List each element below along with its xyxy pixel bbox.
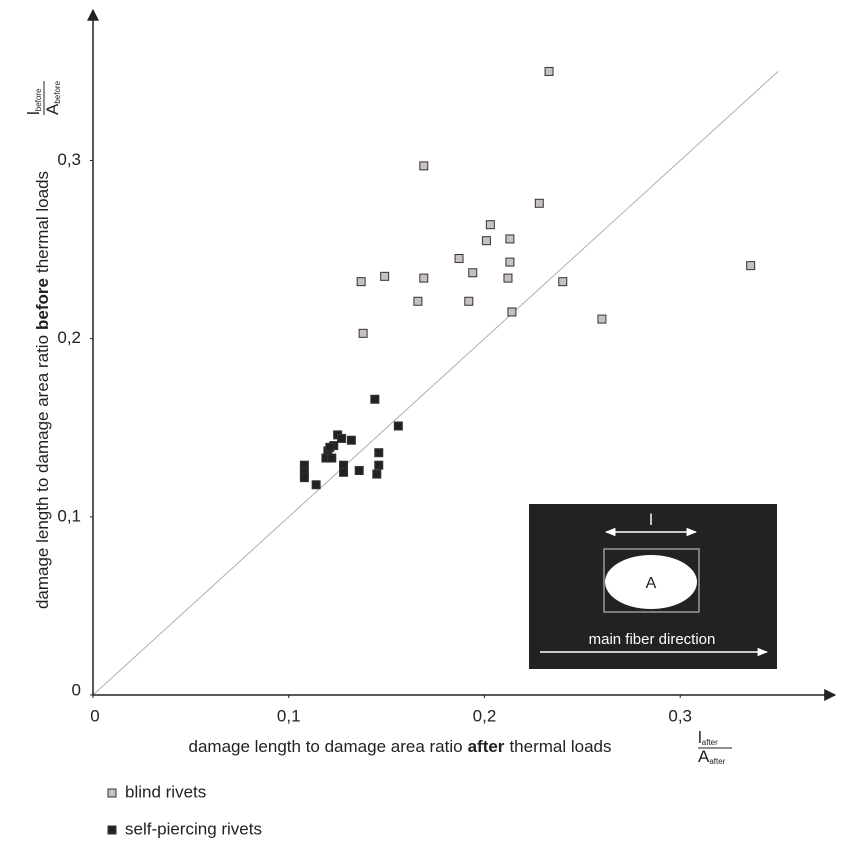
x-tick-label: 0,3 bbox=[668, 706, 692, 725]
point bbox=[300, 474, 308, 482]
point bbox=[347, 436, 355, 444]
axis-title-text: thermal loads bbox=[33, 171, 52, 273]
point bbox=[328, 454, 336, 462]
point bbox=[535, 199, 543, 207]
point bbox=[420, 274, 428, 282]
point bbox=[355, 467, 363, 475]
x-tick-label: 0 bbox=[90, 706, 99, 725]
point bbox=[455, 255, 463, 263]
fraction-numerator: lbefore bbox=[24, 88, 43, 115]
fraction-subscript: before bbox=[53, 80, 62, 103]
point bbox=[504, 274, 512, 282]
point bbox=[486, 221, 494, 229]
fraction-subscript: after bbox=[702, 738, 718, 747]
axis-title-bold: before bbox=[33, 278, 52, 330]
point bbox=[598, 315, 606, 323]
point bbox=[381, 272, 389, 280]
fraction-subscript: before bbox=[34, 88, 43, 111]
y-tick-label: 0 bbox=[72, 680, 81, 699]
point bbox=[371, 395, 379, 403]
axis-title: damage length to damage area ratio before… bbox=[33, 171, 52, 609]
point bbox=[506, 235, 514, 243]
point bbox=[340, 468, 348, 476]
y-tick-label: 0,3 bbox=[57, 150, 81, 169]
axis-title-text: damage length to damage area ratio bbox=[189, 737, 463, 756]
point bbox=[375, 461, 383, 469]
inset: l A main fiber direction bbox=[529, 504, 777, 669]
point bbox=[465, 297, 473, 305]
inset-length-label: l bbox=[649, 512, 653, 529]
axis-title-text: thermal loads bbox=[509, 737, 611, 756]
x-tick-label: 0,1 bbox=[277, 706, 301, 725]
point bbox=[469, 269, 477, 277]
inset-area-label: A bbox=[646, 575, 657, 592]
legend-label: self-piercing rivets bbox=[125, 819, 262, 838]
chart: l A main fiber direction 0 0,1 0,2 0,3 0 0,1 0… bbox=[0, 0, 843, 845]
point bbox=[559, 278, 567, 286]
point bbox=[747, 262, 755, 270]
y-tick-label: 0,2 bbox=[57, 328, 81, 347]
point bbox=[312, 481, 320, 489]
legend-marker bbox=[108, 789, 116, 797]
fraction-subscript: after bbox=[709, 757, 725, 766]
point bbox=[357, 278, 365, 286]
axis-title-text: damage length to damage area ratio bbox=[33, 335, 52, 609]
point bbox=[482, 237, 490, 245]
fraction-denominator: Aafter bbox=[698, 747, 726, 766]
point bbox=[375, 449, 383, 457]
point bbox=[508, 308, 516, 316]
point bbox=[359, 329, 367, 337]
fraction-numerator: lafter bbox=[698, 728, 718, 747]
legend-marker bbox=[108, 826, 116, 834]
axis-title-bold: after bbox=[468, 737, 505, 756]
point bbox=[373, 470, 381, 478]
inset-direction-label: main fiber direction bbox=[589, 631, 716, 648]
y-tick-label: 0,1 bbox=[57, 506, 81, 525]
fraction-symbol: A bbox=[698, 747, 710, 766]
fraction-symbol: A bbox=[43, 103, 62, 115]
point bbox=[394, 422, 402, 430]
point bbox=[420, 162, 428, 170]
point bbox=[545, 67, 553, 75]
point bbox=[506, 258, 514, 266]
point bbox=[326, 443, 334, 451]
point bbox=[338, 434, 346, 442]
legend-label: blind rivets bbox=[125, 782, 206, 801]
fraction-denominator: Abefore bbox=[43, 80, 62, 115]
x-tick-label: 0,2 bbox=[473, 706, 497, 725]
point bbox=[414, 297, 422, 305]
